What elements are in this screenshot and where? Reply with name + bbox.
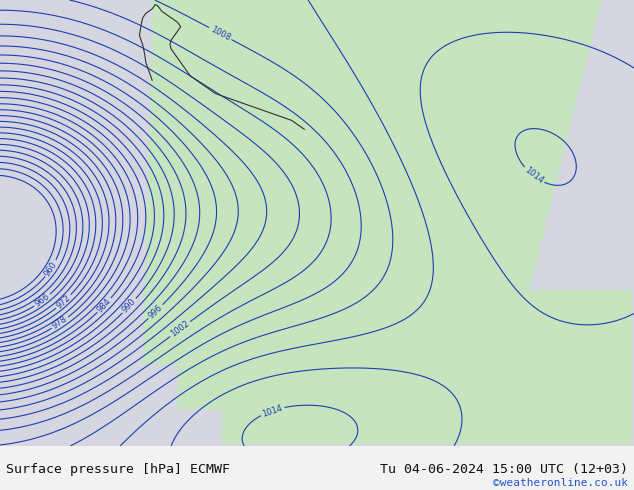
Text: 1002: 1002	[169, 319, 191, 339]
Text: Tu 04-06-2024 15:00 UTC (12+03): Tu 04-06-2024 15:00 UTC (12+03)	[380, 463, 628, 476]
Text: 978: 978	[51, 315, 69, 331]
Text: 966: 966	[34, 292, 51, 309]
Text: 1014: 1014	[261, 403, 284, 418]
Text: 990: 990	[120, 297, 138, 315]
Text: ©weatheronline.co.uk: ©weatheronline.co.uk	[493, 478, 628, 488]
Text: 972: 972	[55, 293, 72, 310]
Text: Surface pressure [hPa] ECMWF: Surface pressure [hPa] ECMWF	[6, 463, 230, 476]
Text: 1008: 1008	[209, 24, 231, 43]
Text: 984: 984	[96, 296, 113, 314]
Text: 960: 960	[43, 259, 59, 278]
Text: 1014: 1014	[522, 166, 545, 186]
Text: 996: 996	[146, 303, 164, 320]
